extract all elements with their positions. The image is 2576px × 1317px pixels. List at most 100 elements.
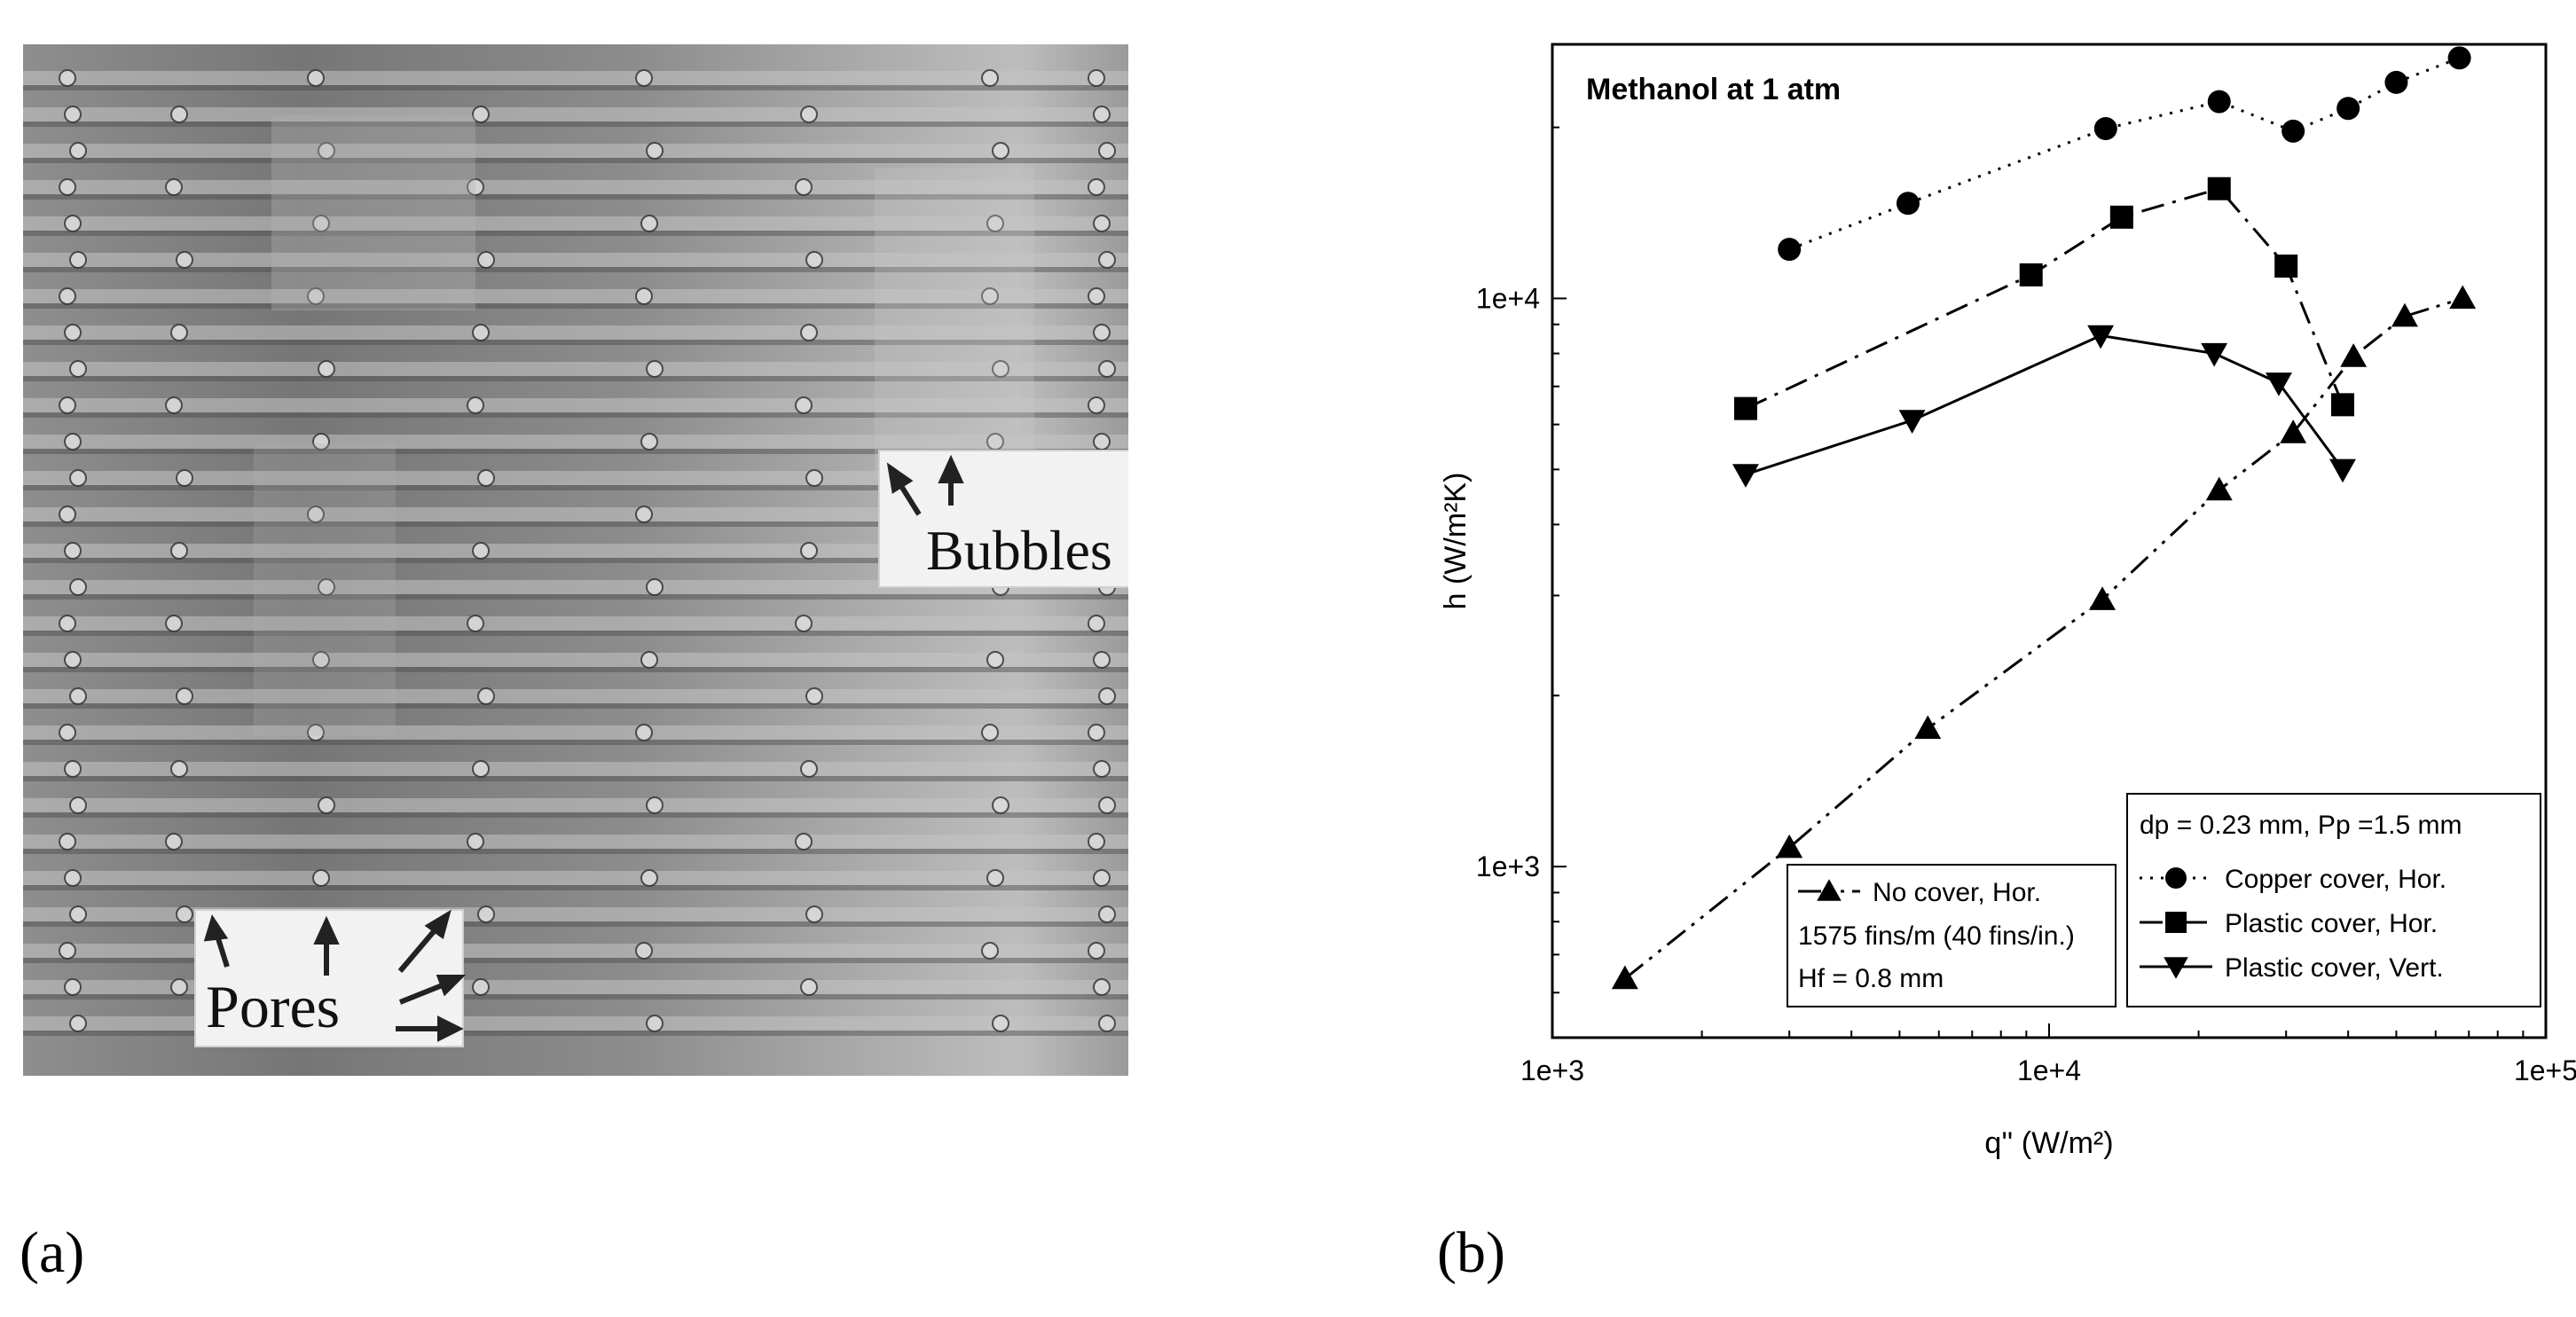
pore-dot bbox=[795, 833, 813, 851]
pore-dot bbox=[170, 324, 188, 341]
pore-dot bbox=[64, 978, 82, 996]
pore-dot bbox=[795, 396, 813, 414]
data-point bbox=[2089, 586, 2116, 610]
series-layer bbox=[1611, 46, 2477, 990]
fin-row bbox=[23, 398, 1128, 412]
pore-dot bbox=[165, 178, 183, 196]
x-axis-label: q'' (W/m²) bbox=[1984, 1126, 2113, 1160]
pore-dot bbox=[1088, 833, 1105, 851]
fin-gap bbox=[23, 376, 1128, 381]
pore-dot bbox=[176, 905, 193, 923]
pore-dot bbox=[477, 905, 495, 923]
pore-dot bbox=[805, 905, 823, 923]
axis-ticks: 1e+3 1e+4 1e+5 1e+3 1e+4 bbox=[1476, 126, 2576, 1086]
pore-dot bbox=[59, 69, 76, 87]
pore-dot bbox=[640, 651, 658, 669]
data-point bbox=[1611, 965, 1638, 990]
fin-row bbox=[23, 798, 1128, 812]
pore-dot bbox=[472, 542, 490, 560]
pore-dot bbox=[59, 724, 76, 741]
pore-dot bbox=[800, 324, 818, 341]
fin-gap bbox=[23, 558, 1128, 563]
pore-dot bbox=[1098, 1015, 1116, 1032]
pore-dot bbox=[312, 651, 330, 669]
legend-header: dp = 0.23 mm, Pp =1.5 mm bbox=[2140, 811, 2462, 840]
pore-dot bbox=[1093, 433, 1111, 451]
fin-gap bbox=[23, 521, 1128, 527]
pore-dot bbox=[64, 324, 82, 341]
fin-row bbox=[23, 944, 1128, 958]
fin-gap bbox=[23, 449, 1128, 454]
pore-dot bbox=[59, 178, 76, 196]
pore-dot bbox=[64, 651, 82, 669]
pore-dot bbox=[64, 542, 82, 560]
pore-dot bbox=[318, 796, 335, 814]
pore-dot bbox=[59, 942, 76, 960]
data-point bbox=[2391, 302, 2418, 327]
data-point bbox=[2265, 372, 2292, 396]
pore-dot bbox=[318, 142, 335, 160]
pore-dot bbox=[1098, 905, 1116, 923]
legend-entry: Plastic cover, Vert. bbox=[2225, 953, 2444, 983]
series-copper-cover-hor bbox=[1778, 46, 2471, 262]
pore-dot bbox=[307, 724, 325, 741]
pore-dot bbox=[64, 760, 82, 778]
pore-dot bbox=[176, 469, 193, 487]
pore-dot bbox=[992, 360, 1009, 378]
legend-entry: Copper cover, Hor. bbox=[2225, 865, 2446, 894]
pore-dot bbox=[312, 869, 330, 887]
legend-sample-no-cover bbox=[1798, 879, 1860, 901]
x-tick-label: 1e+3 bbox=[1520, 1054, 1584, 1086]
fin-row bbox=[23, 253, 1128, 267]
legend-marker bbox=[1817, 879, 1842, 901]
legend-marker bbox=[2165, 867, 2187, 889]
pore-dot bbox=[800, 106, 818, 123]
series-line bbox=[1745, 333, 2344, 476]
fin-row bbox=[23, 616, 1128, 631]
data-point bbox=[2384, 70, 2408, 94]
legend-entry: No cover, Hor. bbox=[1873, 878, 2041, 907]
pore-dot bbox=[986, 869, 1004, 887]
pore-dot bbox=[640, 215, 658, 232]
pore-dot bbox=[64, 215, 82, 232]
data-point bbox=[2280, 419, 2307, 443]
pore-dot bbox=[176, 251, 193, 269]
pore-dot bbox=[69, 469, 87, 487]
pore-dot bbox=[795, 178, 813, 196]
data-point bbox=[2205, 476, 2233, 501]
legend-entry: Hf = 0.8 mm bbox=[1798, 964, 1944, 993]
fin-gap bbox=[23, 231, 1128, 236]
data-point bbox=[2281, 119, 2305, 143]
data-point bbox=[2336, 97, 2360, 121]
data-point bbox=[2207, 90, 2231, 114]
pore-dot bbox=[176, 687, 193, 705]
fin-gap bbox=[23, 267, 1128, 272]
legend-box bbox=[2126, 793, 2541, 1007]
pore-dot bbox=[1088, 178, 1105, 196]
pore-dot bbox=[1098, 360, 1116, 378]
pore-dot bbox=[69, 687, 87, 705]
pore-dot bbox=[59, 615, 76, 632]
pore-dot bbox=[477, 687, 495, 705]
legend-entry: Plastic cover, Hor. bbox=[2225, 909, 2438, 938]
pore-dot bbox=[477, 251, 495, 269]
pore-dot bbox=[1093, 869, 1111, 887]
data-point bbox=[1896, 192, 1920, 216]
fin-row bbox=[23, 762, 1128, 776]
pore-dot bbox=[986, 651, 1004, 669]
data-point bbox=[2340, 343, 2368, 367]
series-plastic-cover-vert bbox=[1732, 325, 2356, 488]
pore-dot bbox=[312, 215, 330, 232]
fin-gap bbox=[23, 340, 1128, 345]
pore-dot bbox=[69, 905, 87, 923]
series-plastic-cover-hor bbox=[1733, 176, 2354, 420]
legend-box bbox=[1787, 864, 2117, 1007]
pore-dot bbox=[1088, 396, 1105, 414]
pore-dot bbox=[165, 833, 183, 851]
pore-dot bbox=[640, 433, 658, 451]
pore-dot bbox=[477, 469, 495, 487]
pore-dot bbox=[472, 324, 490, 341]
pore-dot bbox=[986, 215, 1004, 232]
fin-gap bbox=[23, 122, 1128, 127]
fin-gap bbox=[23, 921, 1128, 927]
